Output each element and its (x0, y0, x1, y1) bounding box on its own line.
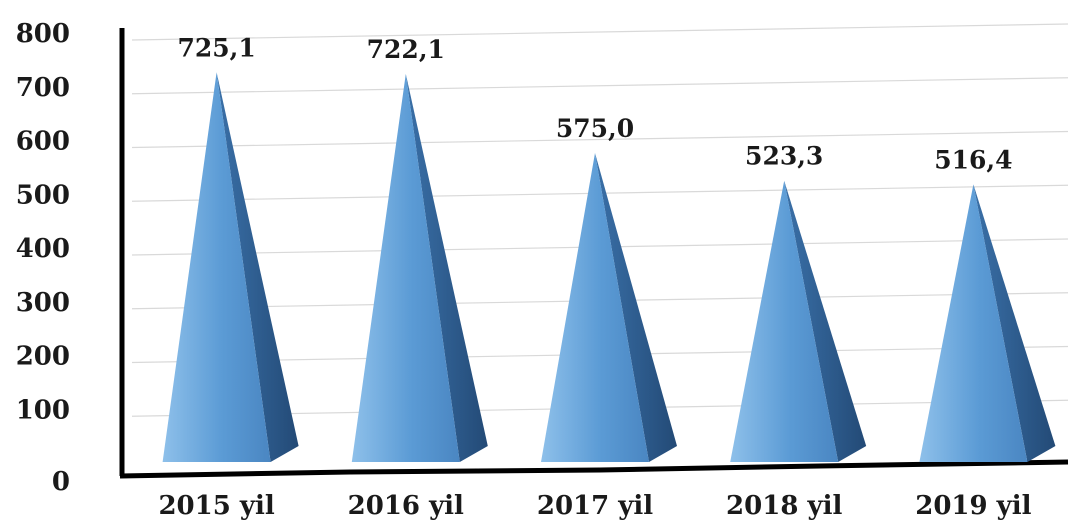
data-label: 516,4 (934, 145, 1012, 174)
axes (119, 28, 1069, 479)
pyramid-bars (162, 72, 1056, 462)
pyramid-bar (730, 180, 839, 462)
data-label: 575,0 (556, 114, 634, 143)
pyramid-side (595, 152, 677, 462)
y-tick-label: 800 (16, 19, 70, 49)
y-tick-label: 200 (16, 342, 70, 372)
x-tick-label: 2018 yil (726, 491, 842, 521)
gridline (131, 77, 1069, 95)
gridline (131, 23, 1069, 41)
pyramid-bar (541, 152, 649, 462)
x-axis (119, 459, 1069, 479)
y-tick-label: 500 (16, 180, 70, 210)
y-tick-label: 700 (16, 73, 70, 103)
data-label: 725,1 (177, 33, 255, 62)
y-tick-label: 0 (52, 467, 70, 497)
pyramid-bar (351, 73, 460, 462)
pyramid-side (405, 73, 488, 462)
y-tick-label: 300 (16, 288, 70, 318)
x-tick-label: 2019 yil (915, 491, 1031, 521)
x-tick-label: 2017 yil (537, 491, 653, 521)
pyramid-bar (162, 72, 271, 462)
y-tick-label: 400 (16, 234, 70, 264)
pyramid-bar (919, 184, 1028, 462)
pyramid-side (973, 184, 1056, 462)
y-tick-label: 600 (16, 127, 70, 157)
pyramid-side (784, 180, 867, 462)
pyramid-side (216, 72, 299, 462)
data-label: 722,1 (367, 35, 445, 64)
y-tick-label: 100 (16, 395, 70, 425)
chart-labels: 0 100 200 300 400 500 600 700 800 725,1 2015 yil 72… (16, 19, 1032, 521)
x-tick-label: 2015 yil (158, 491, 274, 521)
data-label: 523,3 (745, 142, 823, 171)
x-tick-label: 2016 yil (348, 491, 464, 521)
gridline (131, 130, 1069, 149)
